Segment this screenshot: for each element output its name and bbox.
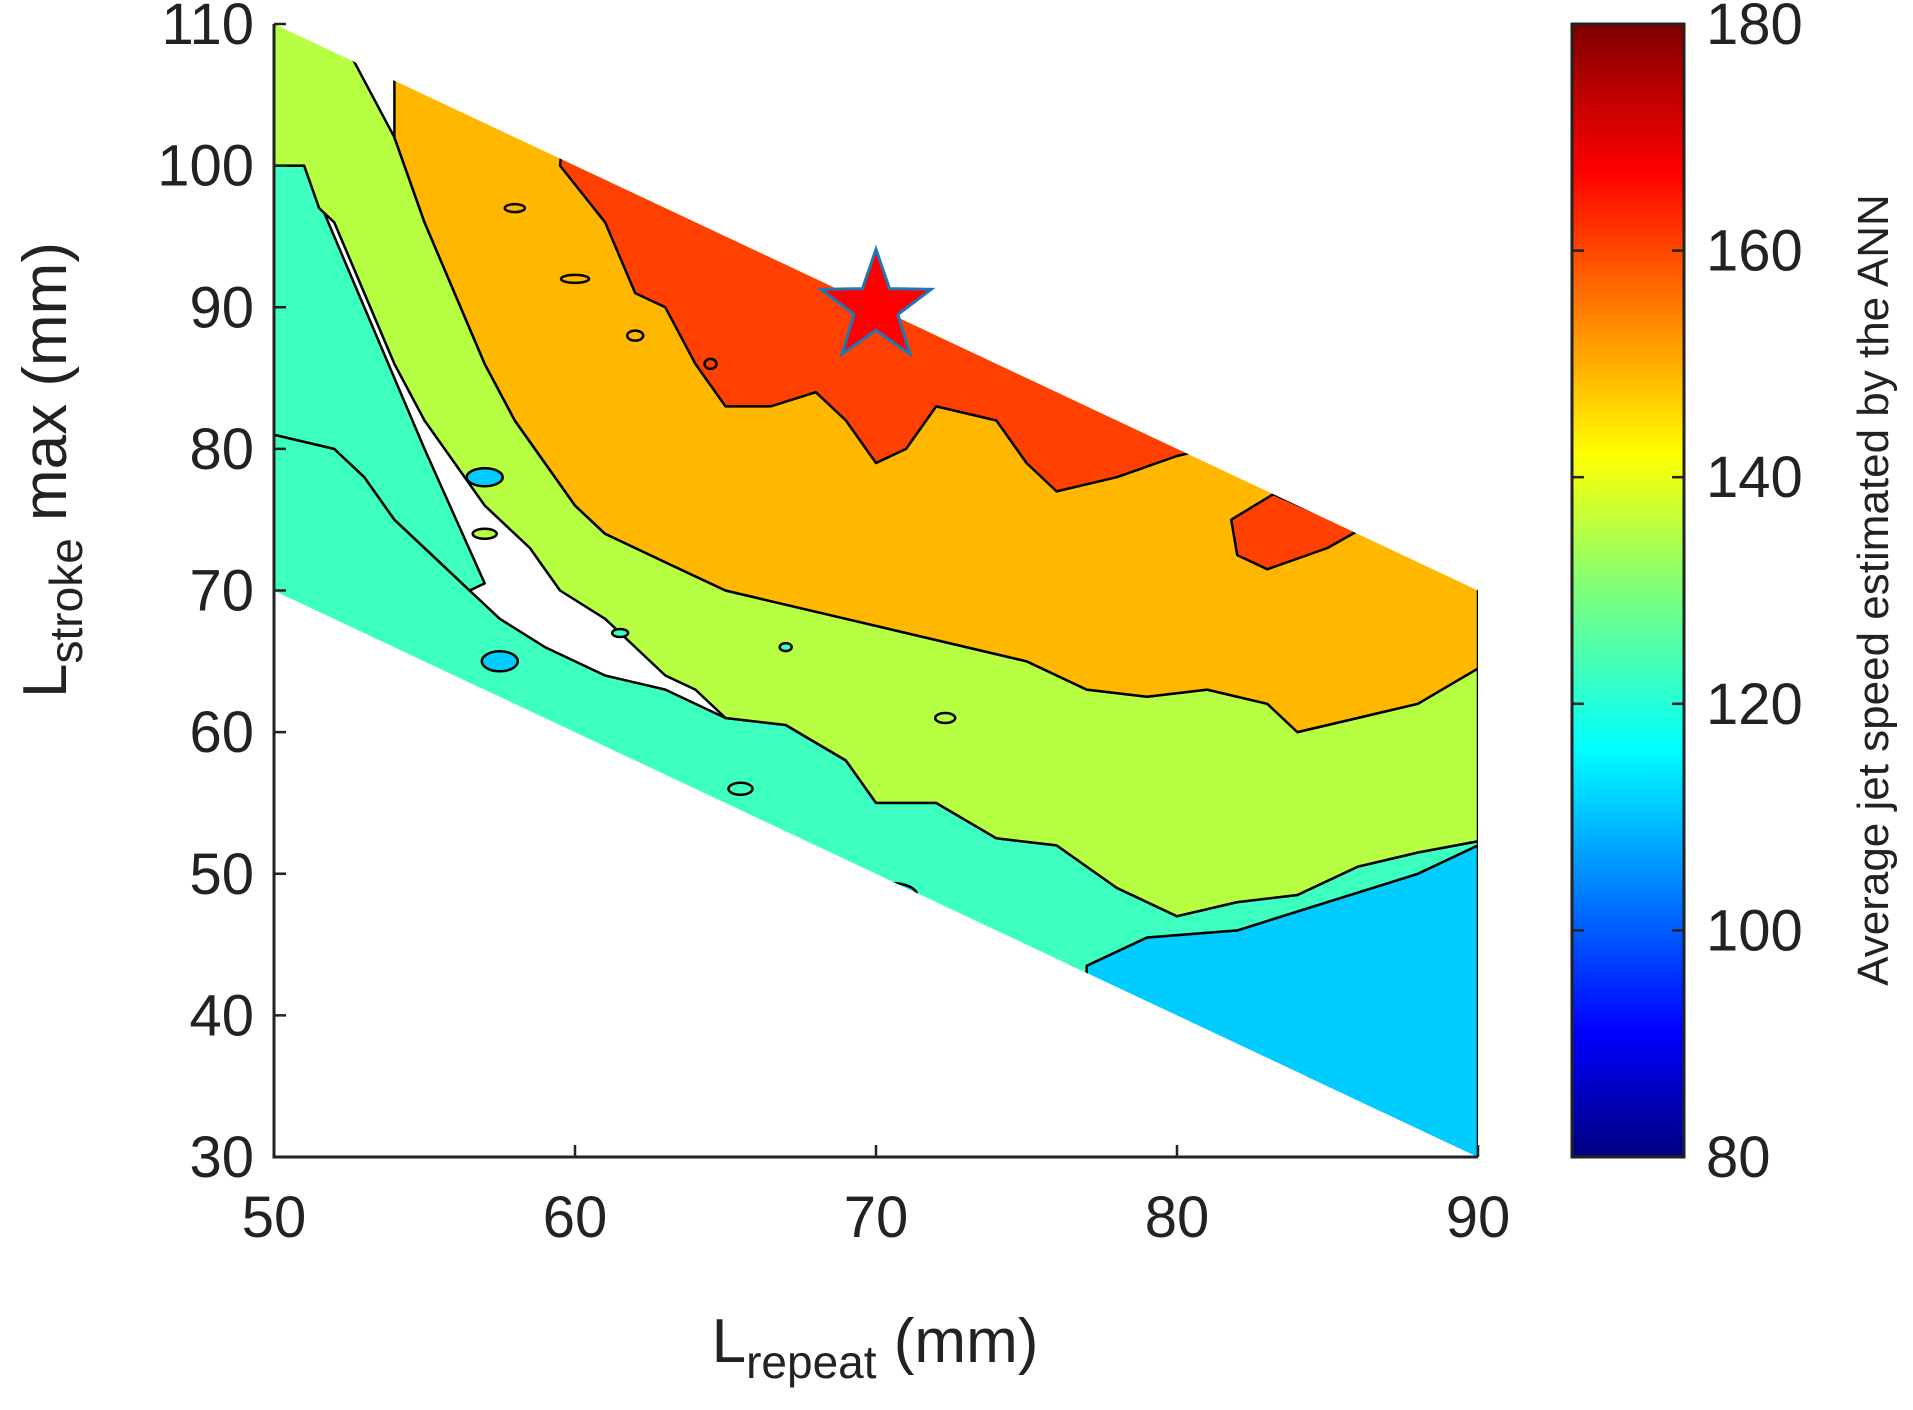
x-tick-label-60: 60 [543, 1185, 608, 1250]
y-tick-label-40: 40 [189, 983, 254, 1048]
cbar-tick-label-100: 100 [1706, 898, 1803, 963]
y-axis-label-sub: stroke [40, 538, 92, 663]
x-axis-label: Lrepeat (mm) [712, 1307, 1039, 1388]
island-3 [465, 466, 504, 488]
colorbar: 80 100 120 140 160 180 Average jet speed esti… [1570, 0, 1898, 1190]
island-1 [480, 650, 520, 673]
y-tick-label-70: 70 [189, 559, 254, 624]
x-tick-label-80: 80 [1145, 1185, 1210, 1250]
cbar-tick-label-180: 180 [1706, 0, 1803, 57]
island-5 [625, 329, 645, 342]
plot-area: 50 60 70 80 90 30 40 50 60 70 80 90 100 110 [157, 0, 1510, 1250]
y-tick-label-100: 100 [157, 134, 254, 199]
star-marker-shape [816, 244, 936, 358]
y-tick-label-50: 50 [189, 842, 254, 907]
colorbar-gradient [1570, 22, 1686, 1159]
island-6 [503, 202, 527, 214]
x-axis-label-sub: repeat [746, 1336, 877, 1388]
island-4 [471, 527, 498, 541]
y-tick-label-110: 110 [162, 0, 254, 57]
x-axis-label-unit: (mm) [877, 1307, 1039, 1376]
y-axis-ticks: 30 40 50 60 70 80 90 100 110 [157, 0, 286, 1190]
x-axis-ticks: 50 60 70 80 90 [242, 1145, 1511, 1250]
y-tick-label-60: 60 [189, 700, 254, 765]
island-9 [727, 781, 754, 797]
colorbar-ticks: 80 100 120 140 160 180 [1572, 0, 1803, 1190]
y-tick-label-30: 30 [189, 1125, 254, 1190]
y-axis-label: Lstroke max (mm) [11, 242, 92, 698]
cbar-tick-label-160: 160 [1706, 219, 1803, 284]
x-tick-label-50: 50 [242, 1185, 307, 1250]
island-12 [778, 641, 793, 653]
x-tick-label-90: 90 [1446, 1185, 1511, 1250]
y-axis-label-rest: max (mm) [11, 242, 80, 538]
cbar-tick-label-140: 140 [1706, 445, 1803, 510]
x-tick-label-70: 70 [844, 1185, 909, 1250]
island-11 [610, 627, 630, 639]
island-8 [703, 357, 718, 371]
cbar-tick-label-80: 80 [1706, 1125, 1771, 1190]
y-tick-label-80: 80 [189, 417, 254, 482]
colorbar-label: Average jet speed estimated by the ANN [1849, 194, 1898, 986]
cbar-tick-label-120: 120 [1706, 672, 1803, 737]
contour-bands [274, 24, 1478, 1157]
y-axis-label-main: L [11, 663, 80, 697]
y-tick-label-90: 90 [189, 275, 254, 340]
x-axis-label-main: L [712, 1307, 746, 1376]
island-7 [559, 273, 591, 285]
island-2 [863, 881, 919, 909]
star-marker [816, 244, 936, 358]
island-10 [933, 711, 957, 725]
